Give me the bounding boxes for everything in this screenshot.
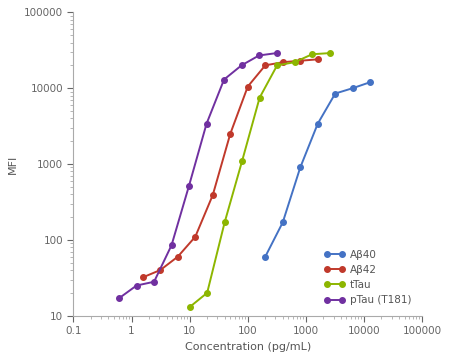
pTau (T181)	[256, 53, 262, 58]
tTau	[292, 60, 297, 64]
Aβ42	[280, 60, 285, 64]
Aβ42	[158, 268, 163, 272]
pTau (T181)	[151, 280, 157, 284]
Line: Aβ40: Aβ40	[262, 80, 373, 260]
tTau	[239, 159, 245, 163]
pTau (T181)	[134, 283, 139, 288]
Aβ42	[193, 235, 198, 239]
Aβ42	[297, 59, 303, 63]
pTau (T181)	[221, 77, 227, 82]
Aβ42	[210, 193, 216, 197]
Aβ40	[333, 91, 338, 96]
Aβ42	[245, 84, 251, 89]
X-axis label: Concentration (pg/mL): Concentration (pg/mL)	[184, 342, 311, 352]
Aβ40	[350, 86, 356, 90]
Aβ40	[368, 80, 373, 84]
pTau (T181)	[274, 51, 279, 55]
Y-axis label: MFI: MFI	[9, 154, 18, 174]
pTau (T181)	[117, 296, 122, 300]
tTau	[257, 95, 262, 100]
Aβ40	[262, 255, 268, 259]
Aβ40	[280, 220, 285, 225]
Aβ42	[140, 275, 145, 280]
tTau	[187, 305, 192, 309]
pTau (T181)	[169, 243, 174, 247]
Aβ42	[262, 63, 268, 68]
pTau (T181)	[186, 183, 192, 188]
Aβ40	[297, 165, 303, 170]
tTau	[204, 291, 210, 295]
Aβ40	[315, 122, 320, 126]
Aβ42	[175, 255, 180, 259]
pTau (T181)	[204, 122, 209, 126]
pTau (T181)	[239, 63, 244, 68]
Line: Aβ42: Aβ42	[140, 57, 320, 280]
Legend: Aβ40, Aβ42, tTau, pTau (T181): Aβ40, Aβ42, tTau, pTau (T181)	[319, 244, 417, 310]
tTau	[310, 52, 315, 57]
Line: tTau: tTau	[187, 50, 333, 310]
tTau	[274, 63, 280, 68]
Aβ42	[228, 132, 233, 136]
Aβ42	[315, 57, 320, 62]
Line: pTau (T181): pTau (T181)	[116, 50, 279, 301]
tTau	[327, 51, 332, 55]
tTau	[222, 220, 227, 225]
